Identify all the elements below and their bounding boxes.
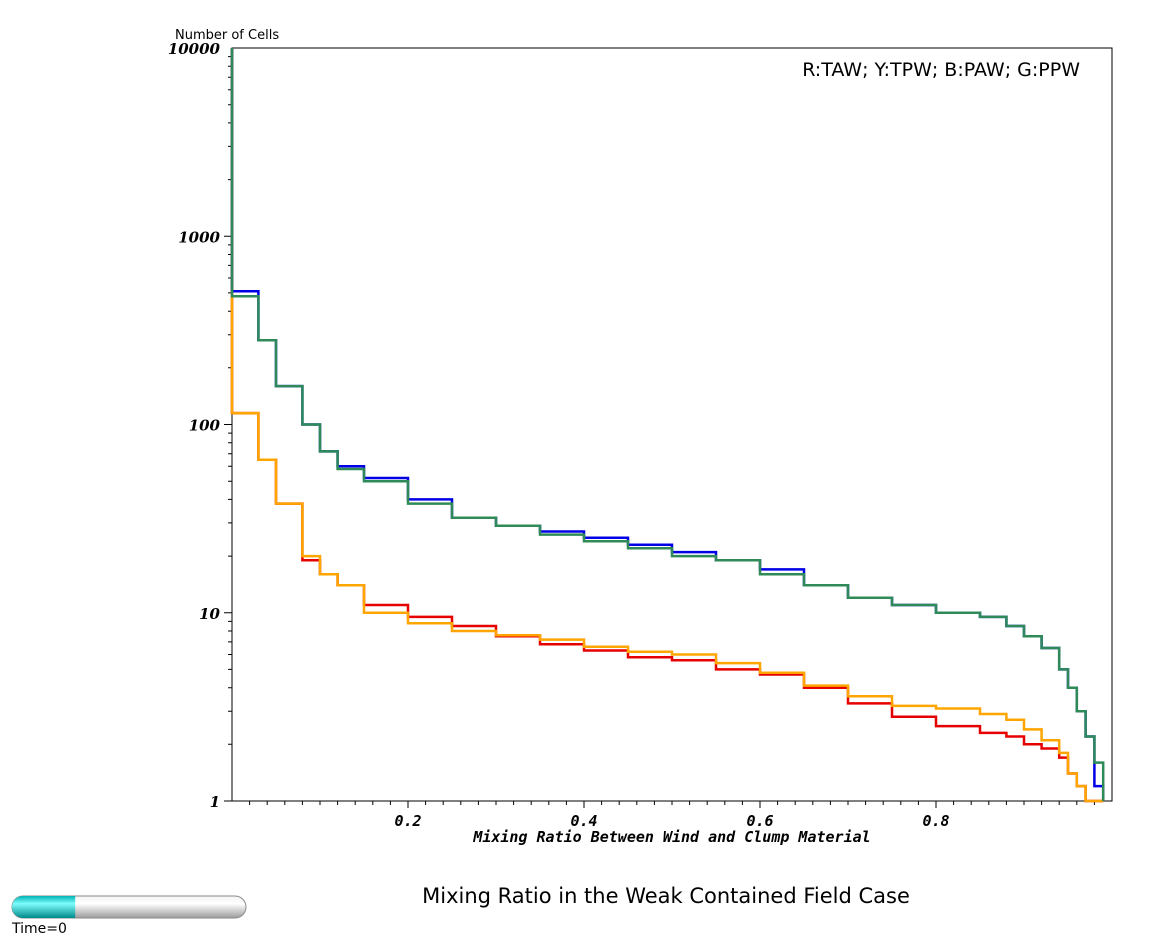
series-group <box>230 48 1105 803</box>
y-tick-labels: 1 10 100 1000 10000 <box>168 40 221 811</box>
y-tick-label: 1000 <box>178 228 220 246</box>
series-line-1 <box>230 48 1104 803</box>
minor-ticks <box>224 56 1095 808</box>
series-line-0 <box>230 48 1104 803</box>
x-axis-label: Mixing Ratio Between Wind and Clump Mate… <box>472 828 870 846</box>
y-tick-label: 10 <box>199 605 220 623</box>
y-tick-label: 10000 <box>168 40 221 58</box>
chart-title: Mixing Ratio in the Weak Contained Field… <box>422 884 910 908</box>
series-line-3 <box>230 48 1105 801</box>
time-label: Time=0 <box>11 921 67 937</box>
axis-ticks <box>224 56 1095 808</box>
x-tick-labels: 0.2 0.4 0.6 0.8 <box>394 812 949 830</box>
series-line-2 <box>230 48 1105 801</box>
plot-frame <box>231 47 1113 802</box>
x-tick-label: 0.2 <box>394 812 421 830</box>
legend-text: R:TAW; Y:TPW; B:PAW; G:PPW <box>802 59 1080 81</box>
x-tick-label: 0.8 <box>922 812 949 830</box>
x-tick-label: 0.6 <box>746 812 773 830</box>
y-tick-label: 100 <box>189 417 221 435</box>
y-axis-label: Number of Cells <box>175 28 279 43</box>
x-tick-label: 0.4 <box>570 812 597 830</box>
y-tick-label: 1 <box>210 793 220 811</box>
time-slider-fill <box>12 896 76 918</box>
time-slider[interactable] <box>11 895 247 919</box>
